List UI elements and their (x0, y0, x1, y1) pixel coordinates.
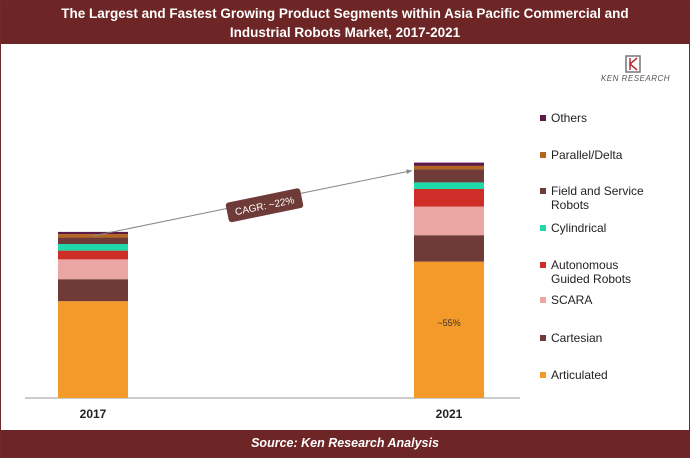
chart-title-line-1: The Largest and Fastest Growing Product … (61, 6, 629, 21)
bar-2021-field-and-service-robots (414, 169, 484, 183)
x-tick-label-2021: 2021 (436, 407, 463, 421)
legend-swatch-parallel-delta (540, 152, 546, 158)
cagr-arrowhead-icon (406, 169, 412, 174)
legend-swatch-articulated (540, 372, 546, 378)
legend-label-cylindrical: Cylindrical (551, 221, 606, 235)
legend-label-parallel-delta: Parallel/Delta (551, 148, 623, 162)
legend-label-articulated: Articulated (551, 368, 608, 382)
bar-2017-cylindrical (58, 244, 128, 251)
bar-2017-others (58, 231, 128, 235)
legend-label-field-and-service-robots: Field and Service Robots (551, 184, 644, 212)
logo-mark-icon (625, 55, 641, 73)
legend-swatch-scara (540, 297, 546, 303)
legend-swatch-others (540, 115, 546, 121)
legend-swatch-cylindrical (540, 225, 546, 231)
legend-label-others: Others (551, 111, 587, 125)
bar-2021-cylindrical (414, 182, 484, 189)
logo-text: KEN RESEARCH (600, 74, 671, 83)
source-note: Source: Ken Research Analysis (1, 430, 689, 457)
bar-2017-articulated (58, 301, 128, 398)
bar-2021-autonomous-guided-robots (414, 189, 484, 207)
legend-swatch-autonomous-guided-robots (540, 262, 546, 268)
bar-2021-parallel-delta (414, 165, 484, 170)
chart-title: The Largest and Fastest Growing Product … (1, 1, 689, 44)
bar-2017-cartesian (58, 279, 128, 302)
legend-label-cartesian: Cartesian (551, 331, 602, 345)
bar-2021-scara (414, 206, 484, 236)
bar-2021-cartesian (414, 235, 484, 262)
legend-label-scara: SCARA (551, 293, 592, 307)
bar-2017-autonomous-guided-robots (58, 250, 128, 260)
legend-swatch-field-and-service-robots (540, 188, 546, 194)
bar-2017-field-and-service-robots (58, 237, 128, 244)
bar-2017-scara (58, 259, 128, 280)
cagr-badge-box (225, 188, 304, 223)
share-annotation: ~55% (437, 318, 460, 328)
x-tick-label-2017: 2017 (80, 407, 107, 421)
bar-2021-articulated (414, 261, 484, 398)
cagr-badge: CAGR: ~22% (225, 188, 304, 223)
chart-title-line-2: Industrial Robots Market, 2017-2021 (229, 25, 461, 40)
bar-2021-others (414, 162, 484, 166)
ken-research-logo: KEN RESEARCH (588, 54, 683, 86)
legend-label-autonomous-guided-robots: Autonomous Guided Robots (551, 258, 631, 286)
legend-swatch-cartesian (540, 335, 546, 341)
